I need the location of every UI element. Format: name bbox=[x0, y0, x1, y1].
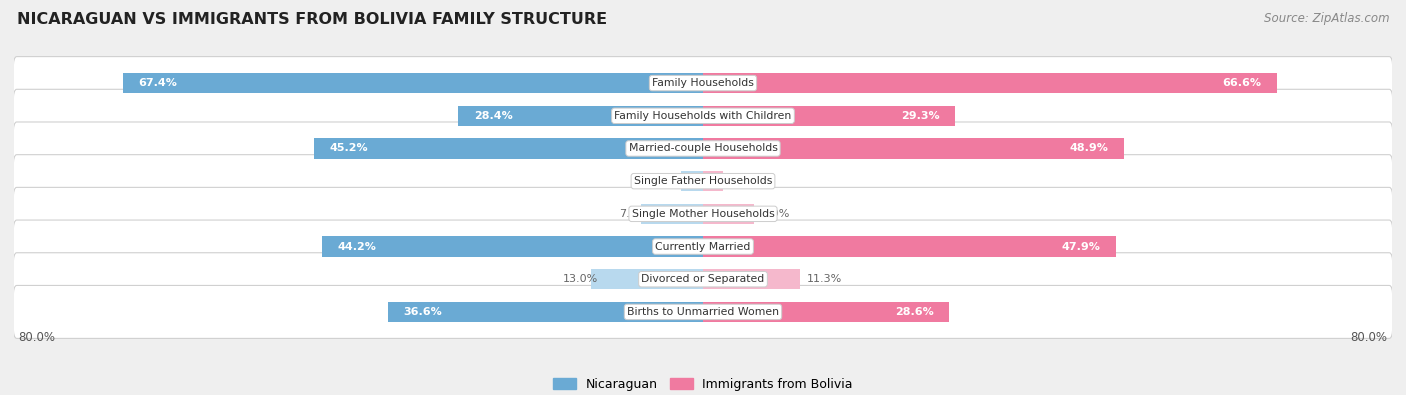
Bar bbox=[314, 138, 703, 159]
Bar bbox=[703, 302, 949, 322]
Legend: Nicaraguan, Immigrants from Bolivia: Nicaraguan, Immigrants from Bolivia bbox=[548, 373, 858, 395]
Text: 66.6%: 66.6% bbox=[1222, 78, 1261, 88]
Text: 11.3%: 11.3% bbox=[807, 274, 842, 284]
Text: 80.0%: 80.0% bbox=[1351, 331, 1388, 344]
Bar bbox=[703, 269, 800, 290]
Text: 36.6%: 36.6% bbox=[404, 307, 441, 317]
Bar bbox=[122, 73, 703, 93]
Bar bbox=[591, 269, 703, 290]
Text: 67.4%: 67.4% bbox=[138, 78, 177, 88]
Text: 5.9%: 5.9% bbox=[761, 209, 789, 219]
Bar bbox=[703, 138, 1125, 159]
FancyBboxPatch shape bbox=[13, 56, 1393, 109]
Text: 45.2%: 45.2% bbox=[329, 143, 368, 154]
Text: NICARAGUAN VS IMMIGRANTS FROM BOLIVIA FAMILY STRUCTURE: NICARAGUAN VS IMMIGRANTS FROM BOLIVIA FA… bbox=[17, 12, 607, 27]
Text: Single Mother Households: Single Mother Households bbox=[631, 209, 775, 219]
Bar bbox=[703, 73, 1277, 93]
Text: 13.0%: 13.0% bbox=[562, 274, 598, 284]
Bar bbox=[641, 204, 703, 224]
Text: Births to Unmarried Women: Births to Unmarried Women bbox=[627, 307, 779, 317]
Text: 80.0%: 80.0% bbox=[18, 331, 55, 344]
FancyBboxPatch shape bbox=[13, 89, 1393, 142]
Bar bbox=[703, 171, 723, 191]
Text: Currently Married: Currently Married bbox=[655, 241, 751, 252]
Text: 7.2%: 7.2% bbox=[620, 209, 648, 219]
Text: Source: ZipAtlas.com: Source: ZipAtlas.com bbox=[1264, 12, 1389, 25]
Bar bbox=[703, 236, 1115, 257]
FancyBboxPatch shape bbox=[13, 220, 1393, 273]
Text: 48.9%: 48.9% bbox=[1070, 143, 1108, 154]
Text: 2.6%: 2.6% bbox=[659, 176, 688, 186]
Text: 28.6%: 28.6% bbox=[896, 307, 934, 317]
Text: Family Households with Children: Family Households with Children bbox=[614, 111, 792, 121]
Bar bbox=[703, 204, 754, 224]
FancyBboxPatch shape bbox=[13, 122, 1393, 175]
FancyBboxPatch shape bbox=[13, 253, 1393, 306]
Text: Divorced or Separated: Divorced or Separated bbox=[641, 274, 765, 284]
Bar bbox=[322, 236, 703, 257]
FancyBboxPatch shape bbox=[13, 286, 1393, 339]
Text: 28.4%: 28.4% bbox=[474, 111, 513, 121]
FancyBboxPatch shape bbox=[13, 155, 1393, 208]
Text: Married-couple Households: Married-couple Households bbox=[628, 143, 778, 154]
Text: 29.3%: 29.3% bbox=[901, 111, 939, 121]
FancyBboxPatch shape bbox=[13, 187, 1393, 240]
Text: Single Father Households: Single Father Households bbox=[634, 176, 772, 186]
Text: 44.2%: 44.2% bbox=[337, 241, 377, 252]
Text: 47.9%: 47.9% bbox=[1062, 241, 1099, 252]
Bar bbox=[681, 171, 703, 191]
Bar bbox=[388, 302, 703, 322]
Text: Family Households: Family Households bbox=[652, 78, 754, 88]
Bar bbox=[703, 105, 955, 126]
Text: 2.3%: 2.3% bbox=[730, 176, 758, 186]
Bar bbox=[458, 105, 703, 126]
